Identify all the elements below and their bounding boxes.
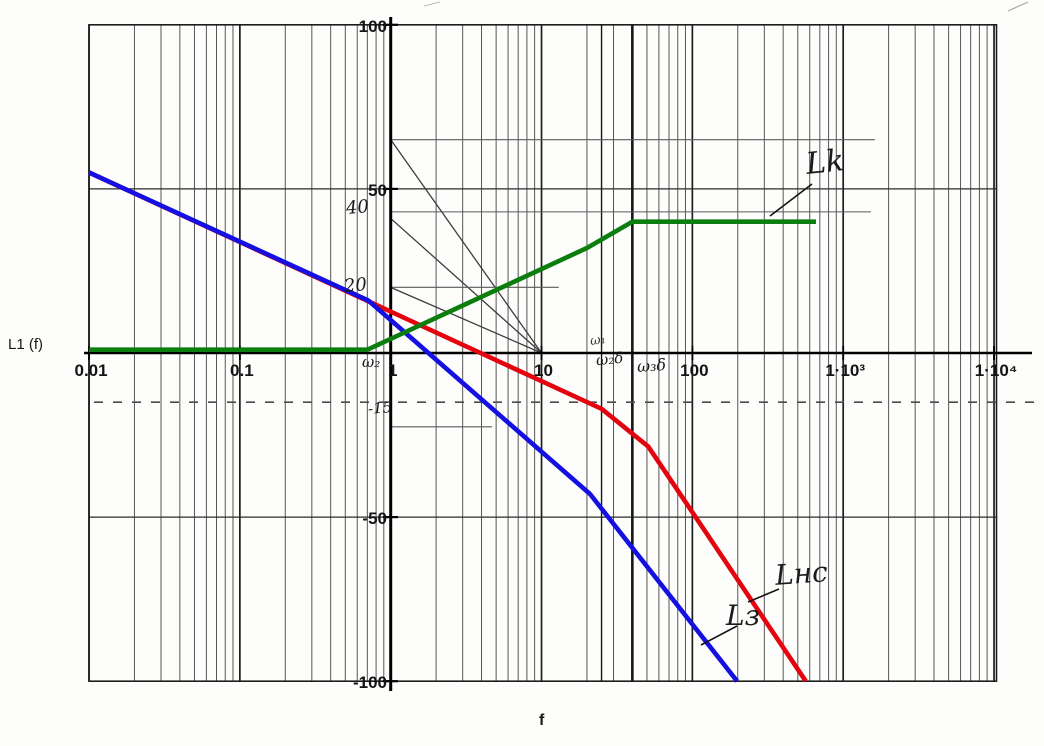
construction-fan-line	[390, 139, 543, 354]
handwritten-hand-w1: ω₁	[589, 331, 607, 350]
y-tick-label: 50	[368, 180, 387, 200]
handwritten-label-lk: Lk	[804, 143, 846, 182]
handwritten-hand-w3d: ω₃δ	[636, 355, 667, 376]
x-tick-label: 1·10⁴	[974, 361, 1018, 380]
x-tick-label: 1	[387, 361, 398, 380]
curve-lз	[88, 170, 739, 683]
y-tick-label: 100	[358, 16, 387, 36]
handwritten-hand-40: 40	[345, 196, 370, 219]
handwritten-hand-w2d: ω₂δ	[595, 348, 625, 370]
curve-lk	[89, 219, 816, 353]
handwritten-hand-minus15: -15	[367, 398, 393, 418]
x-tick-label: 100	[680, 361, 709, 380]
x-tick-label: 0.01	[74, 361, 108, 380]
handwritten-hand-20: 20	[343, 274, 368, 297]
scan-mark	[423, 1, 441, 7]
y-axis-title: L1 (f)	[8, 336, 44, 353]
leader-line	[769, 183, 813, 217]
construction-fan-line	[390, 286, 542, 354]
y-tick-label: -100	[352, 673, 387, 693]
x-tick-label: 1·10³	[825, 361, 866, 380]
x-tick-label: 10	[534, 361, 553, 380]
x-tick-label: 0.1	[230, 361, 254, 380]
leader-line	[747, 588, 780, 603]
scan-mark	[1007, 1, 1029, 12]
leader-line	[700, 625, 738, 646]
handwritten-label-lz: Lз	[726, 599, 760, 632]
construction-fan-line	[390, 217, 542, 354]
y-tick-label: -50	[362, 509, 387, 529]
x-axis-title: f	[539, 712, 545, 729]
handwritten-label-lnc: Lнс	[773, 555, 829, 592]
handwritten-hand-w2: ω₂	[362, 353, 381, 371]
